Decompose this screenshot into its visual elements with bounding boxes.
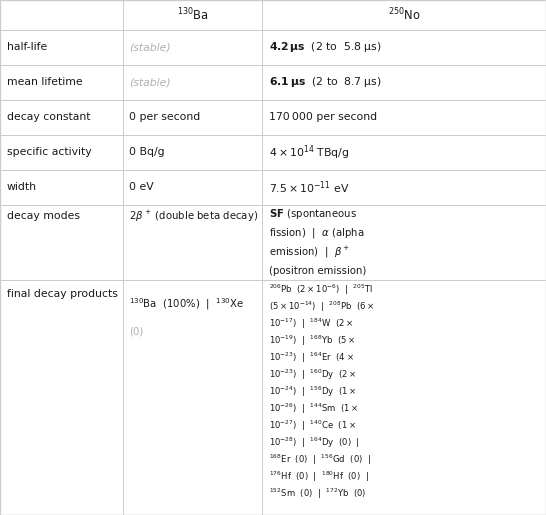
Text: $10^{-17})$  |  $^{184}$W  $(2\times$: $10^{-17})$ | $^{184}$W $(2\times$ xyxy=(269,316,353,331)
Bar xyxy=(0,65,123,100)
Bar xyxy=(0,100,123,135)
Text: (0): (0) xyxy=(129,327,144,337)
Text: mean lifetime: mean lifetime xyxy=(7,77,82,88)
Bar xyxy=(262,170,546,205)
Bar xyxy=(262,100,546,135)
Bar xyxy=(262,280,546,515)
Bar xyxy=(123,65,262,100)
Text: 0 Bq/g: 0 Bq/g xyxy=(129,147,165,158)
Bar xyxy=(0,135,123,170)
Text: $^{250}$No: $^{250}$No xyxy=(388,7,420,23)
Text: $10^{-19})$  |  $^{168}$Yb  $(5\times$: $10^{-19})$ | $^{168}$Yb $(5\times$ xyxy=(269,333,355,348)
Bar xyxy=(0,170,123,205)
Text: $^{176}$Hf  (0)  |  $^{180}$Hf  (0)  |: $^{176}$Hf (0) | $^{180}$Hf (0) | xyxy=(269,470,369,484)
Bar xyxy=(123,100,262,135)
Text: $10^{-27})$  |  $^{140}$Ce  $(1\times$: $10^{-27})$ | $^{140}$Ce $(1\times$ xyxy=(269,419,356,433)
Text: (stable): (stable) xyxy=(129,77,171,88)
Text: decay modes: decay modes xyxy=(7,211,80,221)
Bar xyxy=(0,280,123,515)
Bar xyxy=(123,280,262,515)
Text: $10^{-26})$  |  $^{144}$Sm  $(1\times$: $10^{-26})$ | $^{144}$Sm $(1\times$ xyxy=(269,401,359,416)
Bar xyxy=(123,0,262,30)
Text: final decay products: final decay products xyxy=(7,289,117,299)
Text: $^{168}$Er  (0)  |  $^{156}$Gd  (0)  |: $^{168}$Er (0) | $^{156}$Gd (0) | xyxy=(269,453,371,467)
Text: $^{152}$Sm  (0)  |  $^{172}$Yb  (0): $^{152}$Sm (0) | $^{172}$Yb (0) xyxy=(269,487,366,501)
Text: $10^{-23})$  |  $^{160}$Dy  $(2\times$: $10^{-23})$ | $^{160}$Dy $(2\times$ xyxy=(269,367,357,382)
Text: $10^{-23})$  |  $^{164}$Er  $(4\times$: $10^{-23})$ | $^{164}$Er $(4\times$ xyxy=(269,350,354,365)
Text: $^{130}$Ba: $^{130}$Ba xyxy=(176,7,209,23)
Text: $4\times10^{14}$ TBq/g: $4\times10^{14}$ TBq/g xyxy=(269,143,349,162)
Text: $10^{-28})$  |  $^{164}$Dy  (0)  |: $10^{-28})$ | $^{164}$Dy (0) | xyxy=(269,436,359,450)
Bar xyxy=(0,30,123,65)
Bar xyxy=(0,0,123,30)
Text: 170 000 per second: 170 000 per second xyxy=(269,112,377,123)
Bar xyxy=(262,30,546,65)
Text: (positron emission): (positron emission) xyxy=(269,266,366,276)
Bar xyxy=(123,170,262,205)
Text: $(5\times10^{-14})$  |  $^{208}$Pb  $(6\times$: $(5\times10^{-14})$ | $^{208}$Pb $(6\tim… xyxy=(269,299,375,314)
Text: decay constant: decay constant xyxy=(7,112,90,123)
Text: emission)  |  $\mathit{\beta^+}$: emission) | $\mathit{\beta^+}$ xyxy=(269,245,349,260)
Bar xyxy=(123,205,262,280)
Text: (stable): (stable) xyxy=(129,42,171,53)
Text: $\mathbf{SF}$ (spontaneous: $\mathbf{SF}$ (spontaneous xyxy=(269,208,357,221)
Bar xyxy=(262,0,546,30)
Text: specific activity: specific activity xyxy=(7,147,91,158)
Bar xyxy=(123,30,262,65)
Bar xyxy=(262,205,546,280)
Bar xyxy=(262,135,546,170)
Text: $^{206}$Pb  $(2\times10^{-6})$  |  $^{205}$Tl: $^{206}$Pb $(2\times10^{-6})$ | $^{205}$… xyxy=(269,282,373,297)
Text: $10^{-24})$  |  $^{156}$Dy  $(1\times$: $10^{-24})$ | $^{156}$Dy $(1\times$ xyxy=(269,384,357,399)
Text: 0 eV: 0 eV xyxy=(129,182,154,193)
Text: half-life: half-life xyxy=(7,42,47,53)
Text: $2\beta^+$ (double beta decay): $2\beta^+$ (double beta decay) xyxy=(129,209,258,224)
Text: $\mathbf{6.1\,\mu s}$  (2 to  8.7 μs): $\mathbf{6.1\,\mu s}$ (2 to 8.7 μs) xyxy=(269,75,381,90)
Text: $7.5\times10^{-11}$ eV: $7.5\times10^{-11}$ eV xyxy=(269,179,349,196)
Text: $\mathbf{4.2\,\mu s}$  (2 to  5.8 μs): $\mathbf{4.2\,\mu s}$ (2 to 5.8 μs) xyxy=(269,40,381,55)
Bar xyxy=(123,135,262,170)
Bar xyxy=(0,205,123,280)
Bar xyxy=(262,65,546,100)
Text: $^{130}$Ba  (100%)  |  $^{130}$Xe: $^{130}$Ba (100%) | $^{130}$Xe xyxy=(129,296,245,312)
Text: width: width xyxy=(7,182,37,193)
Text: 0 per second: 0 per second xyxy=(129,112,200,123)
Text: fission)  |  $\mathit{\alpha}$ (alpha: fission) | $\mathit{\alpha}$ (alpha xyxy=(269,226,364,240)
